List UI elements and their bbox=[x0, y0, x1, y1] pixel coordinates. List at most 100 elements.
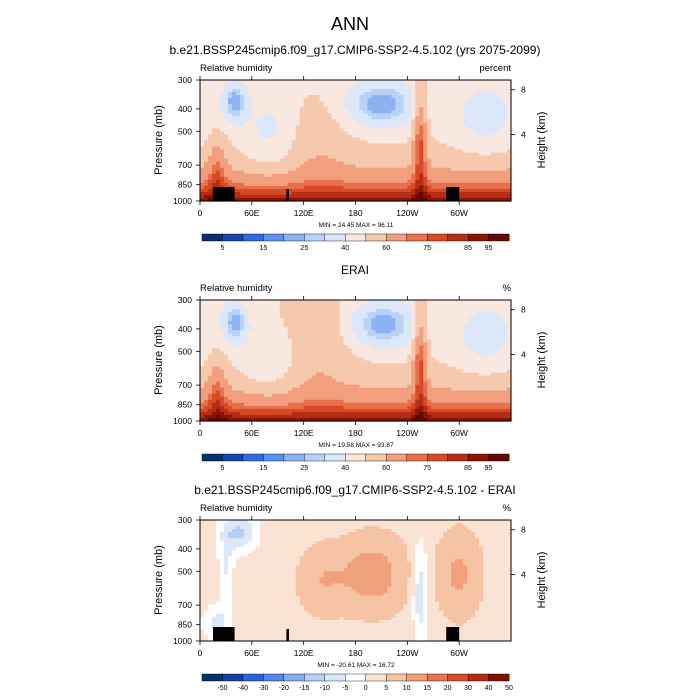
heatmap-cell bbox=[495, 140, 500, 145]
heatmap-cell bbox=[343, 122, 349, 126]
heatmap-cell bbox=[315, 92, 321, 96]
heatmap-cell bbox=[479, 128, 484, 133]
heatmap-cell bbox=[395, 107, 400, 111]
heatmap-cell bbox=[431, 137, 436, 142]
heatmap-cell bbox=[227, 125, 233, 130]
heatmap-cell bbox=[475, 83, 480, 87]
heatmap-cell bbox=[475, 116, 480, 120]
heatmap-cell bbox=[255, 137, 261, 142]
heatmap-cell bbox=[275, 140, 281, 145]
heatmap-cell bbox=[275, 113, 281, 117]
heatmap-cell bbox=[291, 104, 297, 108]
heatmap-cell bbox=[483, 137, 488, 142]
heatmap-cell bbox=[327, 125, 333, 130]
heatmap-cell bbox=[279, 101, 285, 105]
heatmap-cell bbox=[207, 122, 213, 126]
heatmap-cell bbox=[383, 122, 388, 126]
heatmap-cell bbox=[411, 92, 416, 96]
heatmap-cell bbox=[319, 134, 325, 139]
heatmap-cell bbox=[391, 122, 396, 126]
heatmap-cell bbox=[291, 110, 297, 114]
heatmap-cell bbox=[315, 95, 321, 99]
heatmap-cell bbox=[343, 92, 349, 96]
heatmap-cell bbox=[399, 104, 404, 108]
heatmap-cell bbox=[375, 116, 381, 120]
heatmap-cell bbox=[443, 143, 448, 148]
heatmap-cell bbox=[375, 83, 381, 87]
heatmap-cell bbox=[287, 125, 293, 130]
heatmap-cell bbox=[251, 119, 257, 123]
heatmap-cell bbox=[235, 119, 241, 123]
heatmap-cell bbox=[395, 125, 400, 130]
panel-2: ERAI Relative humidity % 0 60E 120E 180 120W… bbox=[153, 263, 548, 472]
heatmap-cell bbox=[475, 122, 480, 126]
heatmap-cell bbox=[231, 119, 237, 123]
heatmap-cell bbox=[231, 113, 237, 117]
heatmap-cell bbox=[307, 140, 313, 145]
heatmap-cell bbox=[483, 128, 488, 133]
heatmap-cell bbox=[339, 89, 345, 93]
heatmap-cell bbox=[495, 131, 500, 136]
heatmap-cell bbox=[479, 101, 484, 105]
heatmap-cell bbox=[491, 116, 496, 120]
heatmap-cell bbox=[487, 83, 492, 87]
heatmap-cell bbox=[295, 140, 301, 145]
heatmap-cell bbox=[351, 92, 357, 96]
heatmap-cell bbox=[315, 122, 321, 126]
heatmap-cell bbox=[200, 80, 205, 84]
heatmap-cell bbox=[235, 116, 241, 120]
heatmap-cell bbox=[307, 146, 313, 151]
heatmap-cell bbox=[311, 107, 317, 111]
heatmap-cell bbox=[323, 83, 329, 87]
heatmap-cell bbox=[279, 86, 285, 90]
heatmap-cell bbox=[263, 92, 269, 96]
colorbar-label: 15 bbox=[260, 245, 268, 252]
heatmap-cell bbox=[467, 104, 472, 108]
heatmap-cell bbox=[347, 107, 353, 111]
heatmap-cell bbox=[395, 92, 400, 96]
panel-1-ylabel-right: Height (km) bbox=[536, 112, 548, 169]
heatmap-cell bbox=[427, 143, 432, 148]
colorbar-swatch bbox=[426, 233, 449, 242]
heatmap-cell bbox=[251, 95, 257, 99]
heatmap-cell bbox=[267, 92, 273, 96]
heatmap-cell bbox=[463, 143, 468, 148]
heatmap-cell bbox=[263, 146, 269, 151]
heatmap-cell bbox=[455, 143, 460, 148]
heatmap-cell bbox=[251, 89, 257, 93]
heatmap-cell bbox=[327, 86, 333, 90]
heatmap-cell bbox=[243, 107, 249, 111]
heatmap-cell bbox=[311, 113, 317, 117]
heatmap-cell bbox=[407, 83, 412, 87]
heatmap-cell bbox=[207, 134, 213, 139]
heatmap-cell bbox=[283, 86, 289, 90]
heatmap-cell bbox=[491, 113, 496, 117]
heatmap-cell bbox=[371, 134, 377, 139]
heatmap-cell bbox=[367, 119, 373, 123]
heatmap-cell bbox=[227, 152, 233, 157]
heatmap-cell bbox=[243, 98, 249, 102]
heatmap-cell bbox=[263, 137, 269, 142]
heatmap-cell bbox=[207, 128, 213, 133]
heatmap-cell bbox=[215, 101, 221, 105]
heatmap-cell bbox=[471, 110, 476, 114]
heatmap-cell bbox=[435, 143, 440, 148]
heatmap-cell bbox=[311, 83, 317, 87]
heatmap-cell bbox=[239, 86, 245, 90]
heatmap-cell bbox=[307, 131, 313, 136]
heatmap-cell bbox=[315, 143, 321, 148]
heatmap-cell bbox=[231, 143, 237, 148]
heatmap-cell bbox=[423, 122, 428, 126]
heatmap-cell bbox=[279, 131, 285, 136]
heatmap-cell bbox=[427, 89, 432, 93]
heatmap-cell bbox=[391, 128, 396, 133]
heatmap-cell bbox=[347, 131, 353, 136]
heatmap-cell bbox=[227, 131, 233, 136]
heatmap-cell bbox=[407, 95, 412, 99]
heatmap-cell bbox=[407, 86, 412, 90]
heatmap-cell bbox=[279, 122, 285, 126]
heatmap-cell bbox=[403, 149, 408, 154]
terrain-block bbox=[446, 187, 460, 201]
heatmap-cell bbox=[467, 137, 472, 142]
heatmap-cell bbox=[307, 89, 313, 93]
